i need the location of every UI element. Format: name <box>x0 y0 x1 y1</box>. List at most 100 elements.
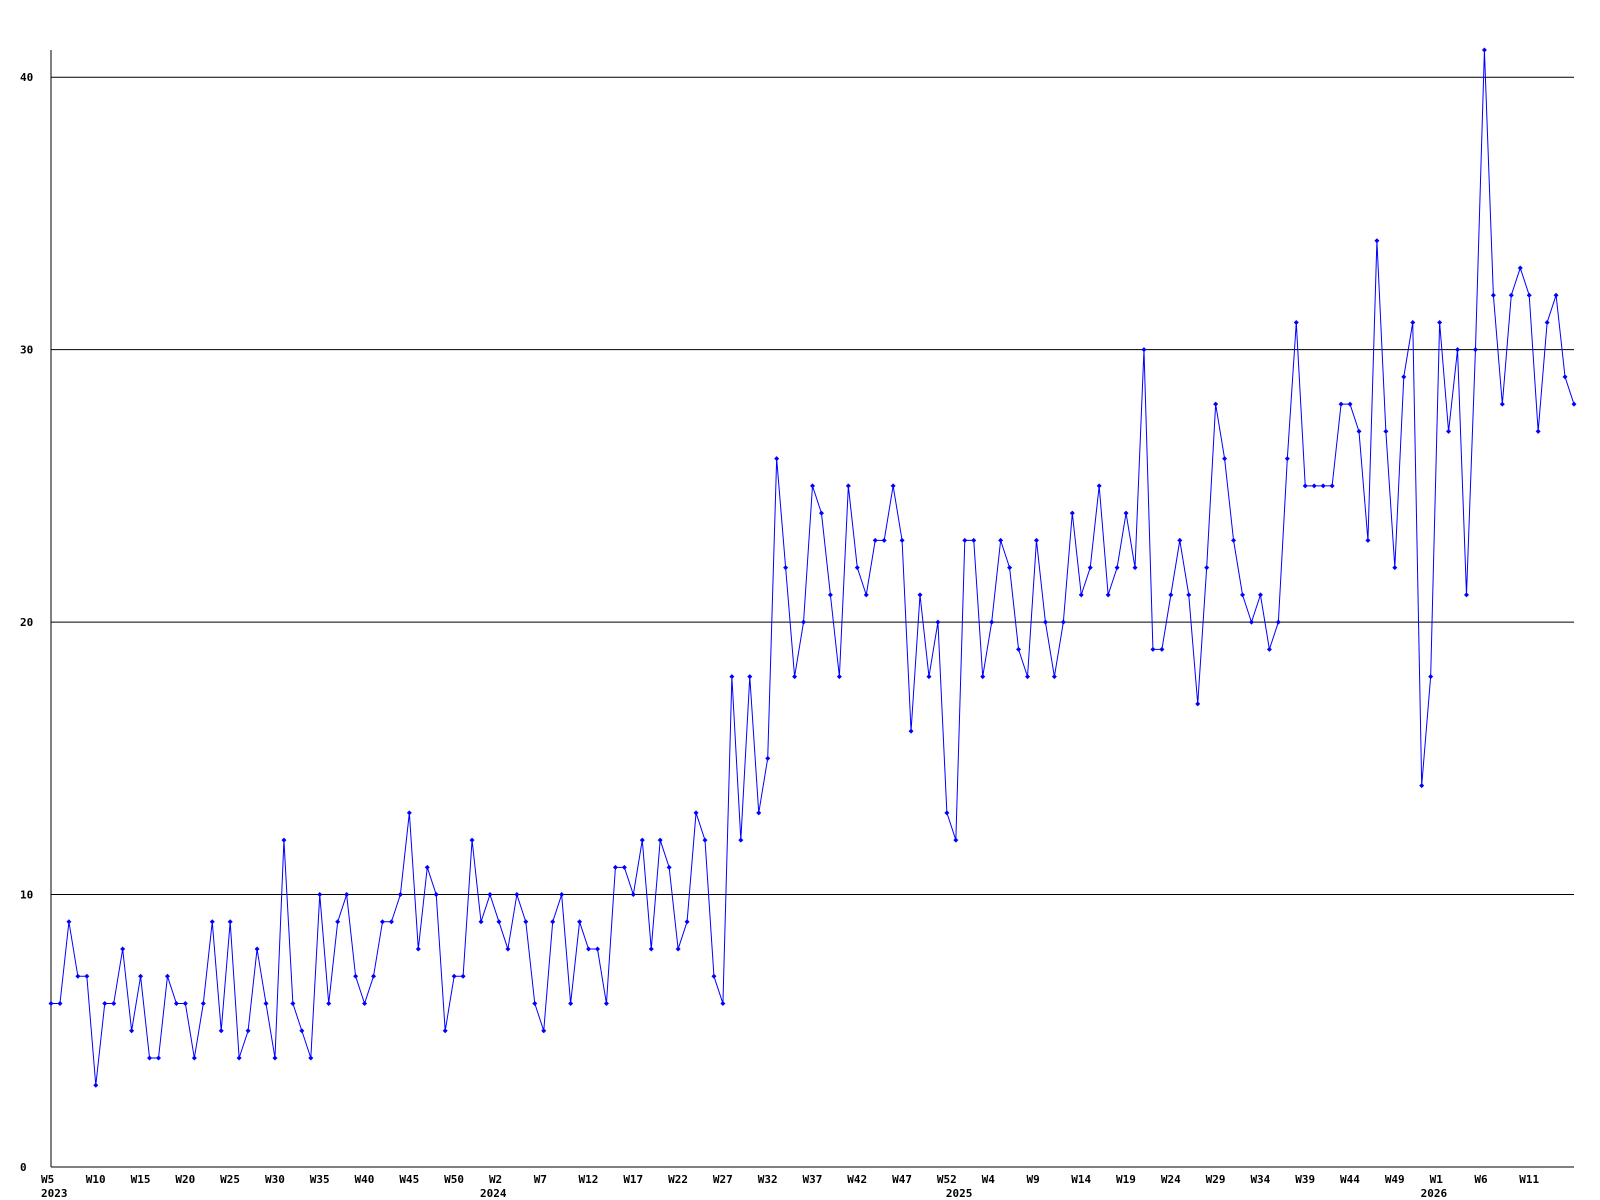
point <box>415 946 421 952</box>
point <box>1168 592 1174 598</box>
point <box>603 1001 609 1007</box>
x-tick-label: W29 <box>1206 1173 1226 1186</box>
point <box>684 919 690 925</box>
point <box>236 1055 242 1061</box>
point <box>1526 292 1532 298</box>
point <box>1499 401 1505 407</box>
point <box>1195 701 1201 707</box>
point <box>810 483 815 489</box>
point <box>362 1001 368 1007</box>
point <box>1186 592 1192 598</box>
point <box>442 1028 448 1034</box>
point <box>111 1001 117 1007</box>
point <box>890 483 896 489</box>
x-tick-label: W6 <box>1474 1173 1488 1186</box>
point <box>639 837 645 843</box>
point <box>738 837 744 843</box>
point <box>765 755 771 761</box>
point <box>621 864 627 870</box>
point <box>424 864 430 870</box>
point <box>1437 319 1443 325</box>
point <box>1248 619 1254 625</box>
point <box>460 973 466 979</box>
point <box>308 1055 314 1061</box>
point <box>505 946 511 952</box>
point <box>1105 592 1111 598</box>
point <box>263 1001 269 1007</box>
point <box>1329 483 1335 489</box>
point <box>200 1001 206 1007</box>
point <box>487 892 493 898</box>
point <box>93 1082 99 1088</box>
point <box>1508 292 1514 298</box>
point <box>1428 674 1434 680</box>
point <box>1535 428 1541 434</box>
point <box>1042 619 1048 625</box>
x-tick-label: W35 <box>310 1173 330 1186</box>
point <box>254 946 260 952</box>
x-year-label: 2023 <box>41 1187 68 1200</box>
point <box>1266 646 1272 652</box>
y-tick-label: 10 <box>20 889 33 902</box>
point <box>1257 592 1263 598</box>
point <box>1293 319 1299 325</box>
point <box>792 674 798 680</box>
point <box>980 674 986 680</box>
x-tick-label: W1 <box>1430 1173 1444 1186</box>
point <box>272 1055 278 1061</box>
point <box>1374 238 1380 244</box>
point <box>720 1001 726 1007</box>
point <box>1275 619 1281 625</box>
point <box>317 892 323 898</box>
point <box>1517 265 1523 271</box>
point <box>1302 483 1308 489</box>
x-tick-label: W42 <box>847 1173 867 1186</box>
point <box>66 919 72 925</box>
point <box>478 919 484 925</box>
point <box>451 973 457 979</box>
line <box>51 49 1575 1086</box>
point <box>1562 374 1568 380</box>
x-tick-label: W19 <box>1116 1173 1136 1186</box>
x-tick-label: W40 <box>355 1173 375 1186</box>
point <box>120 946 126 952</box>
point <box>1338 401 1344 407</box>
point <box>326 1001 332 1007</box>
x-tick-label: W50 <box>444 1173 464 1186</box>
point <box>1455 347 1461 353</box>
point <box>281 837 287 843</box>
x-tick-label: W24 <box>1161 1173 1181 1186</box>
point <box>747 674 753 680</box>
x-tick-label: W10 <box>86 1173 106 1186</box>
point <box>182 1001 188 1007</box>
point <box>1177 537 1183 543</box>
y-tick-label: 40 <box>20 71 33 84</box>
point <box>568 1001 574 1007</box>
x-tick-label: W44 <box>1340 1173 1360 1186</box>
point <box>818 510 824 516</box>
y-tick-label: 20 <box>20 616 33 629</box>
point <box>397 892 403 898</box>
point <box>245 1028 251 1034</box>
point <box>1320 483 1326 489</box>
point <box>1392 565 1398 571</box>
point <box>1356 428 1362 434</box>
point <box>147 1055 153 1061</box>
x-tick-label: W49 <box>1385 1173 1405 1186</box>
x-tick-label: W11 <box>1519 1173 1539 1186</box>
point <box>353 973 359 979</box>
point <box>496 919 502 925</box>
point <box>1033 537 1039 543</box>
point <box>666 864 672 870</box>
x-tick-label: W25 <box>220 1173 240 1186</box>
point <box>541 1028 547 1034</box>
point <box>1553 292 1559 298</box>
point <box>388 919 394 925</box>
point <box>532 1001 538 1007</box>
x-tick-label: W34 <box>1250 1173 1270 1186</box>
point <box>1096 483 1102 489</box>
point <box>971 537 977 543</box>
point <box>1446 428 1452 434</box>
point <box>299 1028 305 1034</box>
